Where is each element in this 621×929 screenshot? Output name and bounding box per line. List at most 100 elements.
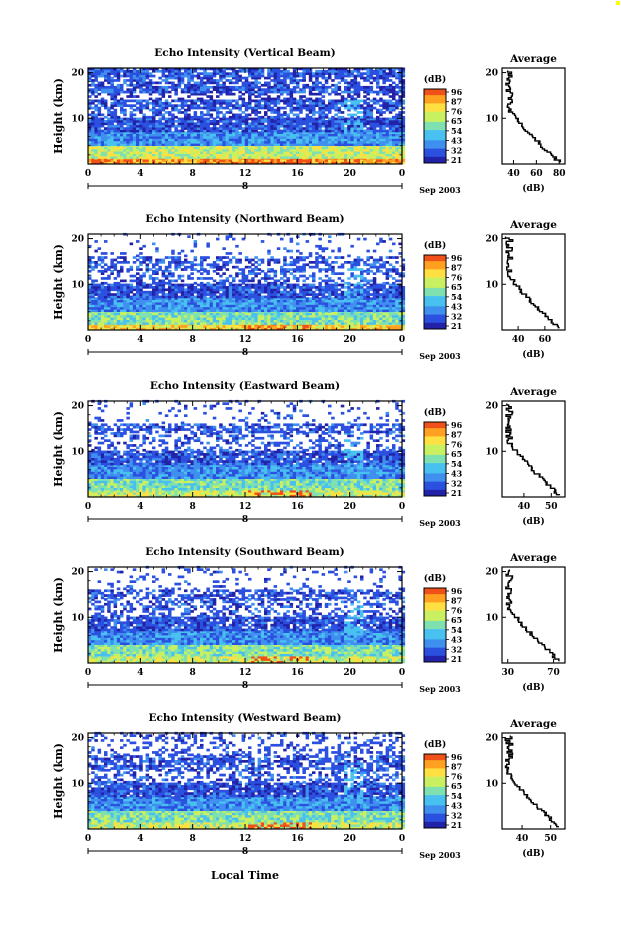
- heatmap-cell: [257, 104, 262, 107]
- heatmap-cell: [241, 314, 246, 318]
- heatmap-cell: [107, 322, 111, 325]
- heatmap-cell: [190, 309, 194, 312]
- heatmap-cell: [129, 69, 134, 73]
- heatmap-cell: [302, 67, 306, 71]
- heatmap-cell: [126, 99, 130, 103]
- heatmap-cell: [139, 309, 143, 312]
- heatmap-cell: [296, 108, 300, 112]
- heatmap-cell: [97, 127, 102, 130]
- heatmap-cell: [315, 127, 319, 130]
- heatmap-cell: [241, 312, 246, 316]
- heatmap-cell: [145, 88, 150, 91]
- heatmap-cell: [142, 117, 146, 121]
- heatmap-cell: [152, 314, 156, 318]
- heatmap-cell: [292, 148, 297, 152]
- heatmap-cell: [190, 83, 194, 87]
- heatmap-cell: [177, 306, 182, 310]
- heatmap-cell: [235, 133, 239, 137]
- heatmap-cell: [321, 306, 326, 310]
- heatmap-cell: [251, 99, 255, 103]
- heatmap-cell: [129, 79, 134, 82]
- colorbar-step: [424, 93, 446, 96]
- heatmap-cell: [158, 88, 162, 91]
- heatmap-cell: [164, 146, 169, 150]
- heatmap-cell: [219, 136, 223, 139]
- heatmap-cell: [164, 85, 169, 89]
- heatmap-cell: [171, 104, 175, 107]
- heatmap-cell: [292, 122, 297, 126]
- heatmap-cell: [152, 302, 156, 305]
- heatmap-cell: [318, 88, 322, 91]
- heatmap-cell: [206, 88, 210, 91]
- heatmap-cell: [235, 136, 239, 139]
- heatmap-cell: [264, 104, 268, 107]
- heatmap-cell: [225, 72, 230, 75]
- heatmap-cell: [289, 140, 294, 144]
- heatmap-cell: [318, 129, 322, 133]
- heatmap-cell: [312, 306, 316, 310]
- heatmap-cell: [286, 159, 290, 162]
- heatmap-cell: [228, 111, 233, 114]
- heatmap-cell: [305, 143, 310, 146]
- heatmap-cell: [232, 115, 236, 119]
- heatmap-cell: [385, 124, 390, 128]
- heatmap-cell: [308, 131, 313, 134]
- heatmap-cell: [123, 325, 127, 328]
- heatmap-cell: [241, 146, 246, 150]
- colorbar-tick-label: 32: [451, 145, 462, 155]
- heatmap-cell: [251, 136, 255, 139]
- heatmap-cell: [369, 124, 374, 128]
- heatmap-cell: [110, 127, 114, 130]
- heatmap-cell: [363, 72, 367, 75]
- heatmap-cell: [142, 161, 146, 165]
- heatmap-cell: [385, 129, 390, 133]
- heatmap-cell: [161, 148, 166, 152]
- heatmap-cell: [145, 129, 150, 133]
- heatmap-cell: [302, 117, 306, 121]
- heatmap-cell: [337, 161, 342, 165]
- heatmap-cell: [299, 322, 303, 325]
- heatmap-cell: [209, 106, 214, 110]
- heatmap-cell: [328, 138, 332, 142]
- heatmap-cell: [225, 131, 230, 134]
- heatmap-cell: [248, 325, 252, 328]
- heatmap-cell: [88, 67, 92, 71]
- heatmap-cell: [296, 317, 300, 320]
- heatmap-cell: [203, 325, 207, 328]
- heatmap-cell: [203, 302, 207, 305]
- heatmap-cell: [289, 302, 294, 305]
- heatmap-cell: [222, 131, 226, 134]
- heatmap-cell: [363, 67, 367, 71]
- heatmap-cell: [212, 81, 217, 85]
- heatmap-cell: [347, 74, 351, 78]
- heatmap-cell: [168, 131, 172, 134]
- heatmap-cell: [257, 81, 262, 85]
- heatmap-cell: [219, 131, 223, 134]
- heatmap-cell: [155, 138, 159, 142]
- heatmap-cell: [360, 151, 364, 154]
- heatmap-cell: [257, 85, 262, 89]
- heatmap-cell: [161, 106, 166, 110]
- heatmap-cell: [184, 88, 188, 91]
- heatmap-cell: [286, 99, 290, 103]
- heatmap-cell: [104, 322, 108, 325]
- heatmap-cell: [225, 74, 230, 78]
- heatmap-cell: [126, 90, 130, 94]
- heatmap-cell: [360, 143, 364, 146]
- heatmap-cell: [187, 309, 191, 312]
- heatmap-cell: [286, 161, 290, 165]
- heatmap-cell: [212, 88, 217, 91]
- heatmap-cell: [132, 69, 137, 73]
- heatmap-cell: [347, 72, 351, 75]
- heatmap-cell: [107, 325, 111, 328]
- heatmap-cell: [200, 143, 204, 146]
- heatmap-cell: [328, 76, 332, 80]
- heatmap-cell: [318, 317, 322, 320]
- heatmap-cell: [161, 159, 166, 162]
- heatmap-cell: [145, 104, 150, 107]
- heatmap-cell: [401, 67, 406, 71]
- heatmap-cell: [187, 120, 191, 123]
- heatmap-cell: [206, 74, 210, 78]
- heatmap-cell: [94, 317, 98, 320]
- heatmap-cell: [376, 143, 380, 146]
